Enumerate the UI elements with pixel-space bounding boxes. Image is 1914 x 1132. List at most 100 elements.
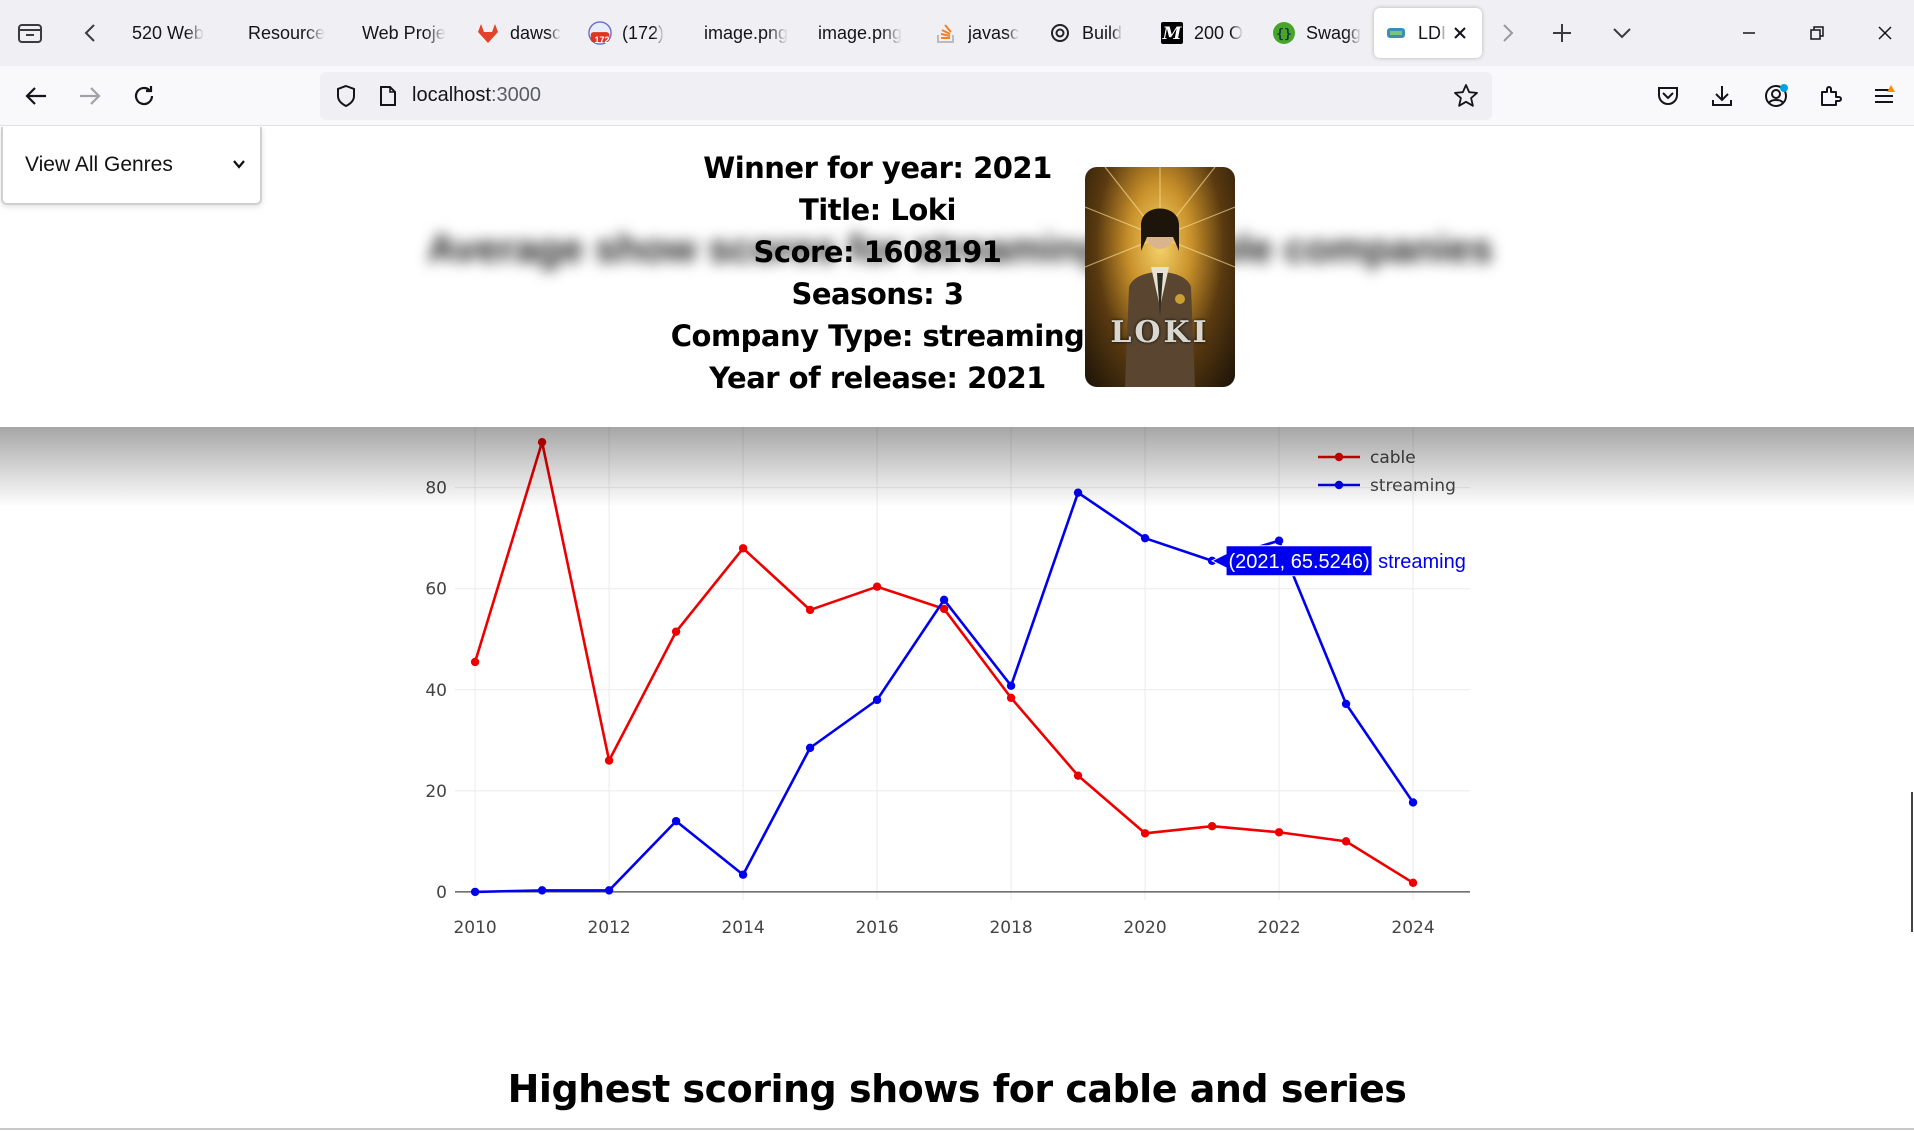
y-tick-label: 80 (425, 479, 447, 499)
cable-data-point (470, 657, 480, 667)
bookmark-star-icon[interactable] (1450, 80, 1482, 112)
cable-data-point (1140, 829, 1150, 838)
browser-tab[interactable]: Web Proje (362, 8, 462, 58)
cable-data-point (805, 605, 815, 615)
winner-year: Winner for year: 2021 (703, 151, 1052, 185)
cable-data-point (1006, 693, 1016, 703)
x-tick-label: 2018 (989, 918, 1032, 938)
scroll-tabs-right-icon[interactable] (1490, 13, 1526, 53)
back-button[interactable] (16, 76, 56, 116)
cable-data-point (1274, 828, 1284, 837)
tab-overview-icon[interactable] (12, 13, 48, 53)
minimize-window-icon[interactable] (1726, 10, 1772, 56)
browser-tab-label: image.png (704, 22, 789, 43)
cable-series-line (473, 440, 1414, 884)
gitlab-icon (476, 21, 500, 45)
x-tick-label: 2020 (1123, 918, 1166, 938)
cable-data-point (1408, 878, 1418, 887)
streaming-data-point (872, 695, 882, 705)
hover-tooltip-value: (2021, 65.5246) (1228, 551, 1369, 573)
browser-tab[interactable]: image.png (704, 8, 800, 58)
browser-tab-label: 200 O (1194, 22, 1244, 43)
list-all-tabs-icon[interactable] (1604, 13, 1640, 53)
streaming-data-point (939, 595, 949, 605)
browser-tab[interactable]: {} Swagg (1272, 8, 1368, 58)
url-host: localhost (412, 84, 491, 106)
show-poster: LOKI (1085, 167, 1235, 387)
streaming-data-point (1274, 536, 1284, 545)
browser-tab-label: dawsc (510, 22, 562, 43)
browser-tab[interactable]: javasc (934, 8, 1030, 58)
cable-data-point (604, 756, 614, 765)
url-port: :3000 (490, 84, 541, 106)
svg-text:{}: {} (1276, 27, 1292, 42)
x-tick-label: 2010 (453, 918, 496, 938)
y-tick-label: 20 (425, 782, 447, 802)
extensions-icon[interactable] (1810, 76, 1850, 116)
cable-data-point (1341, 837, 1351, 846)
openai-icon (1048, 21, 1072, 45)
pocket-icon[interactable] (1648, 76, 1688, 116)
close-window-icon[interactable] (1862, 10, 1908, 56)
downloads-icon[interactable] (1702, 76, 1742, 116)
browser-tab[interactable]: 520 Web (132, 8, 232, 58)
chart-heading-blurred: Average show scores for streaming vs cab… (427, 227, 1493, 271)
browser-tab[interactable]: M 200 O (1160, 8, 1256, 58)
swagger-icon: {} (1272, 21, 1296, 45)
cable-data-point (1207, 822, 1217, 831)
cable-data-point (872, 582, 882, 591)
x-tick-label: 2012 (587, 918, 630, 938)
browser-tab-label: javasc (968, 22, 1020, 43)
address-bar[interactable]: localhost:3000 (320, 72, 1492, 120)
browser-tab[interactable]: Resource (248, 8, 348, 58)
navigation-toolbar: localhost:3000 (0, 66, 1914, 126)
legend-label: cable (1370, 448, 1416, 468)
browser-tab-label: Build (1082, 22, 1123, 43)
x-tick-label: 2014 (721, 918, 764, 938)
browser-tab[interactable]: dawsc (476, 8, 572, 58)
bottom-section-heading: Highest scoring shows for cable and seri… (507, 1067, 1407, 1111)
browser-tab-label: Web Proje (362, 22, 446, 43)
streaming-data-point (738, 870, 748, 879)
winner-company-type: Company Type: streaming (670, 319, 1085, 353)
x-tick-label: 2024 (1391, 918, 1434, 938)
medium-icon: M (1160, 21, 1184, 45)
winner-title: Title: Loki (798, 193, 957, 227)
app-menu-icon[interactable] (1864, 76, 1904, 116)
browser-tab[interactable]: Build (1048, 8, 1144, 58)
account-icon[interactable] (1756, 76, 1796, 116)
y-tick-label: 0 (436, 883, 447, 903)
page-content: Average show scores for streaming vs cab… (0, 127, 1914, 1132)
y-tick-label: 60 (425, 580, 447, 600)
forward-button[interactable] (70, 76, 110, 116)
scroll-tabs-left-icon[interactable] (72, 13, 108, 53)
cable-data-point (738, 544, 748, 553)
page-info-icon[interactable] (372, 80, 404, 112)
url-text[interactable]: localhost:3000 (412, 84, 541, 107)
streaming-data-point (1073, 488, 1083, 497)
tracking-protection-shield-icon[interactable] (330, 80, 362, 112)
restore-window-icon[interactable] (1794, 10, 1840, 56)
browser-tab-label: (172) (622, 22, 665, 43)
winner-score: Score: 1608191 (753, 235, 1002, 269)
reload-button[interactable] (124, 76, 164, 116)
section-divider (0, 1128, 1914, 1130)
new-tab-icon[interactable] (1544, 13, 1580, 53)
stackoverflow-icon (934, 21, 958, 45)
streaming-data-point (604, 886, 614, 895)
streaming-data-point (671, 816, 681, 826)
browser-tab[interactable]: 172 (172) (588, 8, 684, 58)
y-tick-label: 40 (425, 681, 447, 701)
browser-tab[interactable]: image.png (818, 8, 914, 58)
x-tick-label: 2016 (855, 918, 898, 938)
close-tab-icon[interactable] (1452, 25, 1468, 41)
legend-swatch-marker (1334, 480, 1344, 490)
svg-text:M: M (1162, 24, 1183, 44)
genre-select[interactable]: View All Genres (1, 127, 262, 205)
app-icon (1384, 21, 1408, 45)
winner-panel: Winner for year: 2021 Title: Loki Score:… (0, 127, 1914, 427)
streaming-data-point (470, 887, 480, 897)
browser-tab[interactable]: LDI (1374, 8, 1482, 58)
page-scrollbar[interactable] (1911, 792, 1913, 932)
browser-tab-label: Resource (248, 22, 326, 43)
